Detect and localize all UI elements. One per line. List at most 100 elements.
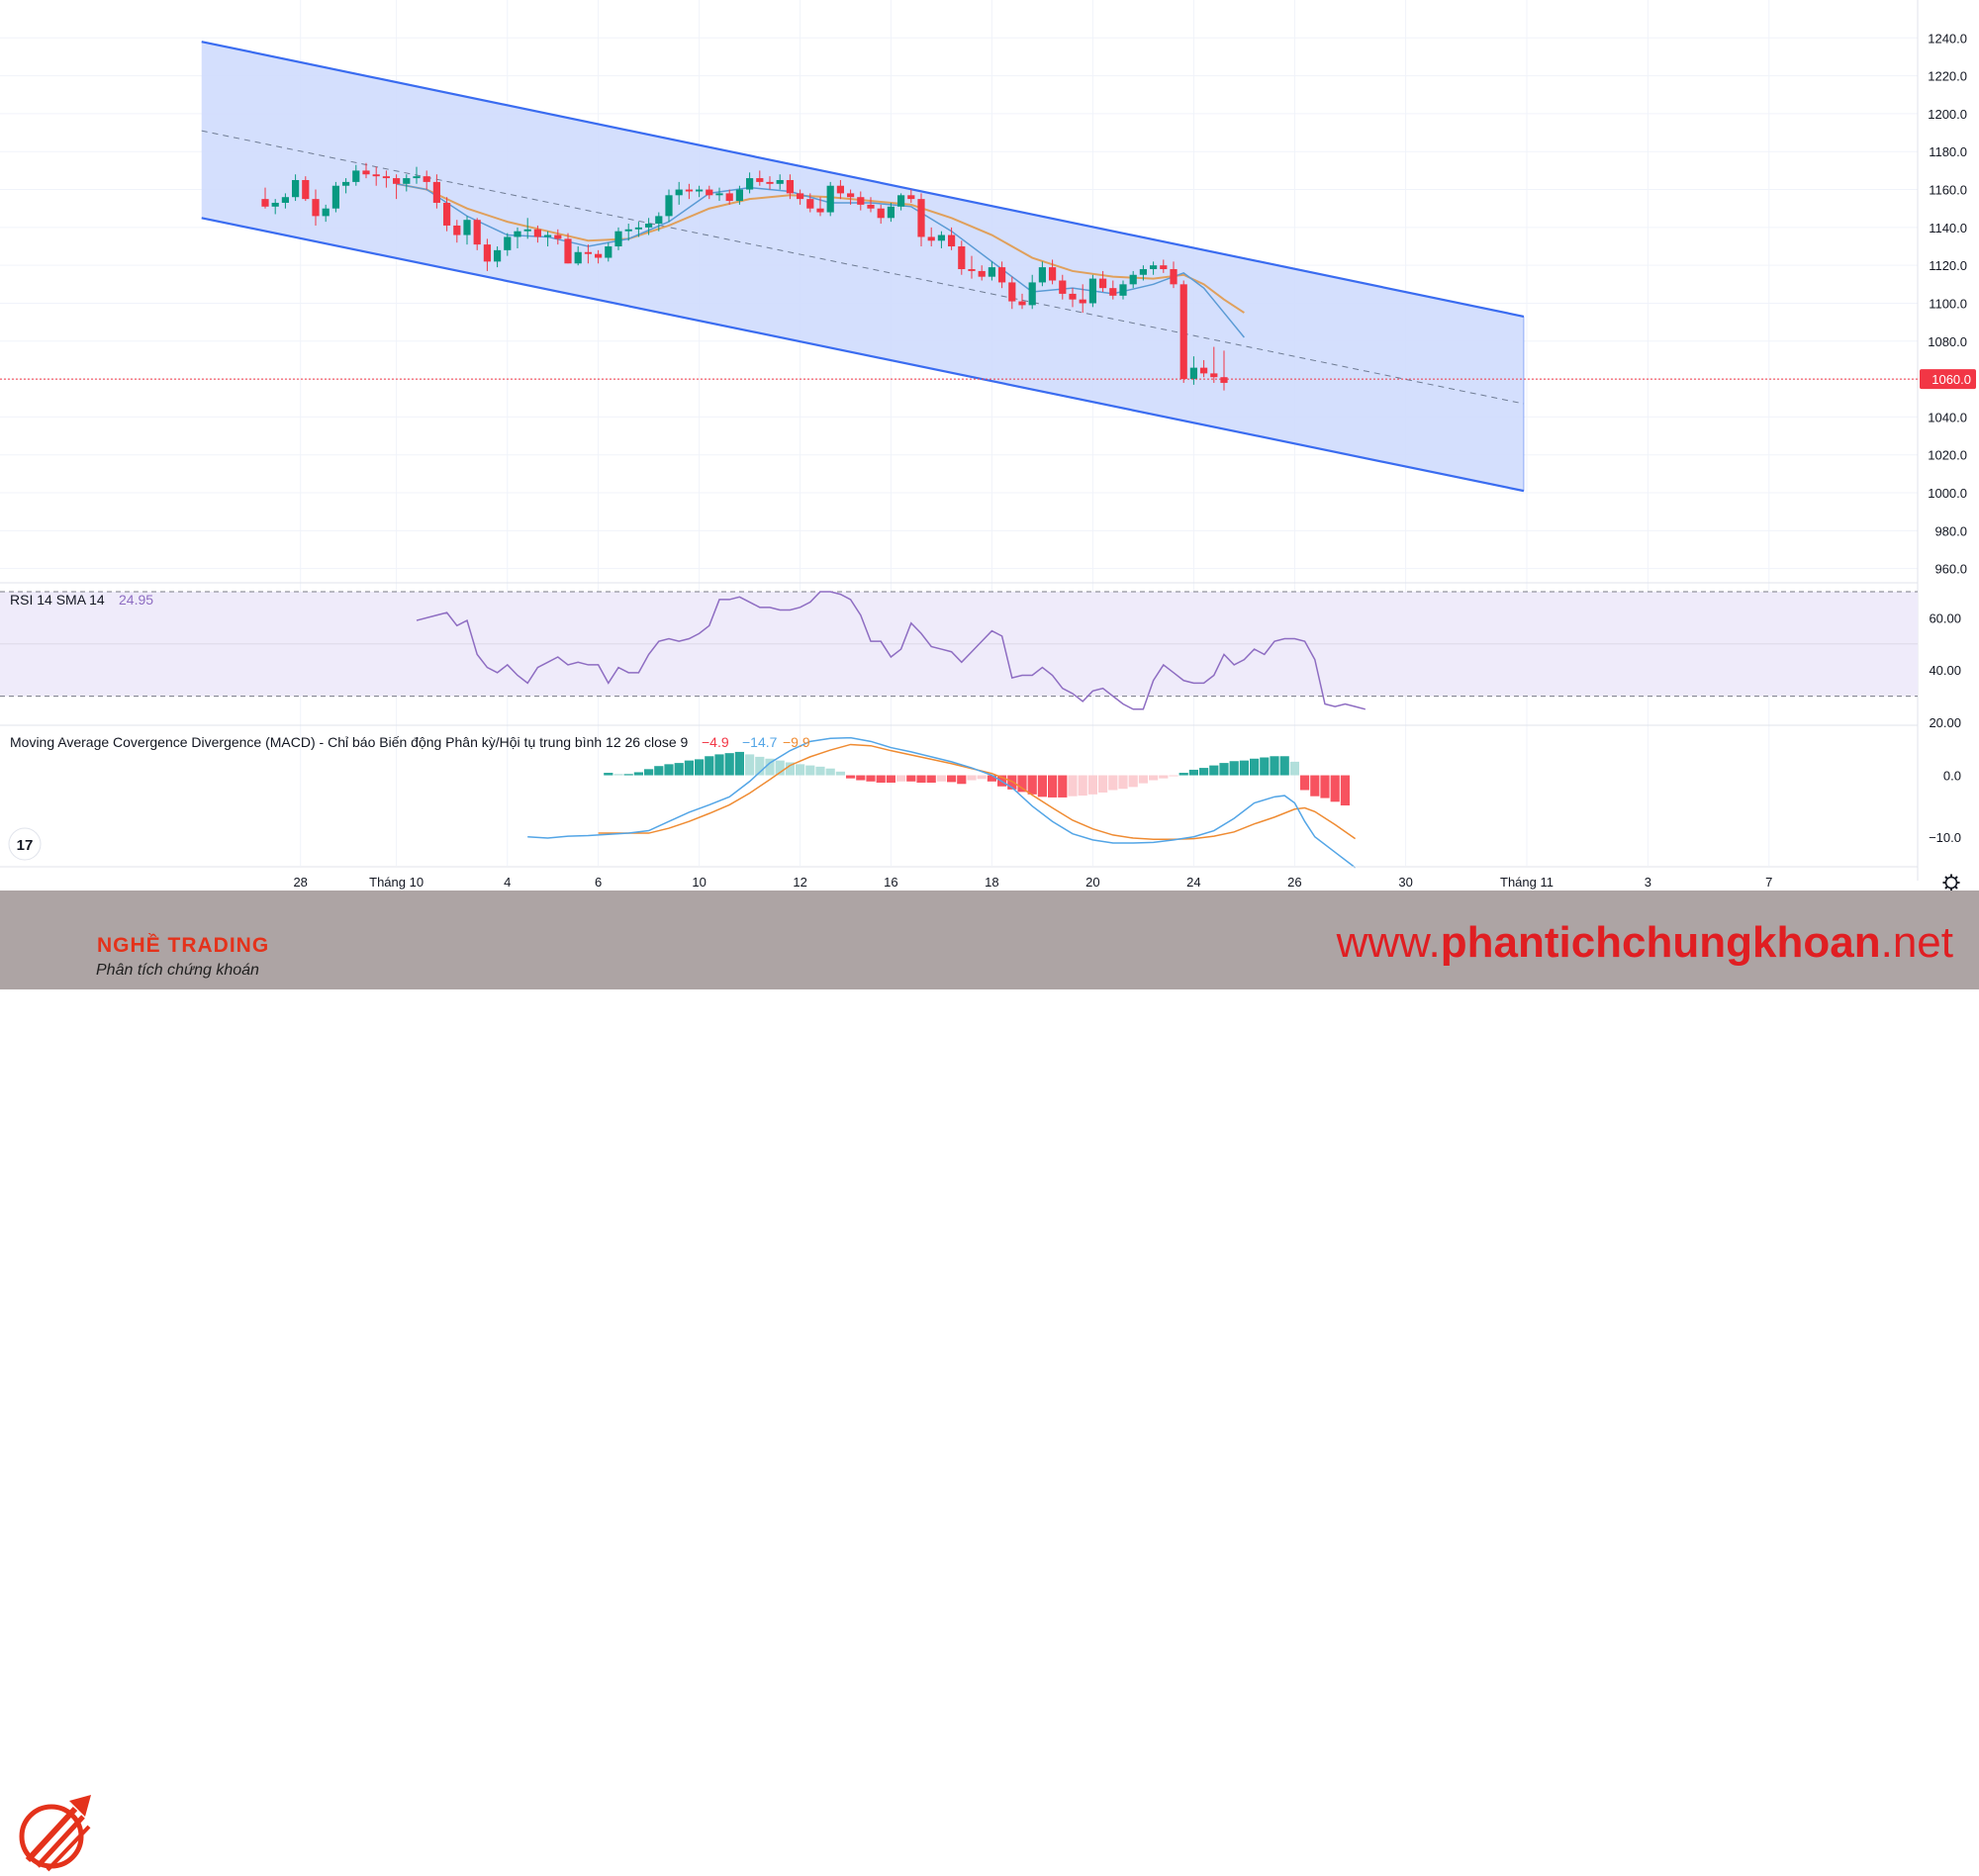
candle[interactable] xyxy=(958,240,966,275)
candle[interactable] xyxy=(331,181,339,213)
candle[interactable] xyxy=(735,185,743,205)
candle[interactable] xyxy=(1018,293,1026,310)
candle[interactable] xyxy=(1160,259,1168,273)
price-axis[interactable]: 1240.0 1220.0 1200.0 1180.0 1160.0 1140.0 1120… xyxy=(1917,0,1976,881)
candle[interactable] xyxy=(393,174,401,200)
macd-pane[interactable]: 0.0 −10.0 Moving Average Covergence Diverg… xyxy=(8,734,1961,869)
channel-upper-line[interactable] xyxy=(201,41,1525,318)
candle[interactable] xyxy=(292,174,300,202)
candle[interactable] xyxy=(797,189,804,205)
candle[interactable] xyxy=(382,170,390,188)
candle[interactable] xyxy=(1099,270,1107,292)
candle[interactable] xyxy=(1139,265,1147,281)
candle[interactable] xyxy=(665,189,673,223)
candle[interactable] xyxy=(867,197,875,213)
candle[interactable] xyxy=(725,189,733,205)
rsi-title[interactable]: RSI 14 SMA 14 xyxy=(10,592,105,608)
website-url[interactable]: www.phantichchungkhoan.net xyxy=(1337,918,1953,968)
candle[interactable] xyxy=(645,218,653,235)
candle[interactable] xyxy=(998,261,1006,289)
candle[interactable] xyxy=(948,227,956,250)
chart-canvas[interactable]: 1240.01220.01200.01180.01160.01140.01120… xyxy=(0,0,1979,989)
candle[interactable] xyxy=(1150,261,1158,275)
candle[interactable] xyxy=(533,225,541,243)
candle[interactable] xyxy=(756,170,764,186)
candle[interactable] xyxy=(1119,280,1127,300)
candle[interactable] xyxy=(776,174,784,190)
candle[interactable] xyxy=(1008,276,1016,310)
candle[interactable] xyxy=(836,179,844,200)
candle[interactable] xyxy=(453,220,461,243)
rsi-pane[interactable]: 60.00 40.00 20.00 RSI 14 SMA 14 24.95 xyxy=(0,591,1961,730)
candle[interactable] xyxy=(968,255,976,279)
candle[interactable] xyxy=(432,174,440,209)
candle[interactable] xyxy=(342,178,350,194)
candle[interactable] xyxy=(1069,288,1077,308)
candle[interactable] xyxy=(917,193,925,247)
candle[interactable] xyxy=(312,189,320,226)
candle[interactable] xyxy=(605,242,613,262)
candle[interactable] xyxy=(897,193,905,211)
candle[interactable] xyxy=(1049,259,1057,285)
candle[interactable] xyxy=(1088,274,1096,308)
candle[interactable] xyxy=(403,174,411,192)
channel-lower-line[interactable] xyxy=(201,217,1525,493)
candle[interactable] xyxy=(473,218,481,250)
candle[interactable] xyxy=(413,166,421,184)
candle[interactable] xyxy=(937,231,945,248)
candle[interactable] xyxy=(584,244,592,264)
candle[interactable] xyxy=(1220,350,1228,391)
candle[interactable] xyxy=(544,231,552,247)
candle[interactable] xyxy=(1028,274,1036,310)
macd-title[interactable]: Moving Average Covergence Divergence (MA… xyxy=(10,734,689,750)
candle[interactable] xyxy=(362,162,370,179)
candle[interactable] xyxy=(595,249,603,264)
candle[interactable] xyxy=(715,187,723,202)
candle[interactable] xyxy=(877,204,885,225)
candle[interactable] xyxy=(1210,346,1218,383)
candle[interactable] xyxy=(281,193,289,209)
candle[interactable] xyxy=(655,212,663,232)
candle[interactable] xyxy=(554,229,562,245)
candle[interactable] xyxy=(574,246,582,266)
candle[interactable] xyxy=(564,233,572,264)
candle[interactable] xyxy=(1079,284,1086,314)
settings-gear-icon[interactable] xyxy=(1942,874,1960,891)
candle[interactable] xyxy=(887,202,895,223)
candle[interactable] xyxy=(504,233,512,256)
candle[interactable] xyxy=(696,185,704,198)
time-axis[interactable]: 28 Tháng 10 4 6 10 12 16 18 20 24 26 30 Tháng 11 3 7 xyxy=(0,866,1960,891)
candle[interactable] xyxy=(907,189,915,203)
candle[interactable] xyxy=(847,189,855,205)
candle[interactable] xyxy=(614,227,622,250)
candle[interactable] xyxy=(988,261,995,281)
candle[interactable] xyxy=(1189,356,1197,385)
candle[interactable] xyxy=(1038,261,1046,287)
candlestick-series[interactable] xyxy=(261,162,1228,391)
candle[interactable] xyxy=(302,176,310,202)
last-price-badge[interactable] xyxy=(1920,369,1976,390)
candle[interactable] xyxy=(443,197,451,232)
candle[interactable] xyxy=(685,183,693,200)
candle[interactable] xyxy=(1129,270,1137,289)
candle[interactable] xyxy=(624,224,632,241)
candle[interactable] xyxy=(1170,261,1178,289)
candle[interactable] xyxy=(372,166,380,186)
candle[interactable] xyxy=(816,197,824,217)
candle[interactable] xyxy=(675,181,683,205)
candle[interactable] xyxy=(927,227,935,247)
candle[interactable] xyxy=(634,222,642,237)
candle[interactable] xyxy=(766,176,774,190)
candle[interactable] xyxy=(706,185,713,200)
candle[interactable] xyxy=(523,218,531,239)
candle[interactable] xyxy=(261,187,269,209)
candle[interactable] xyxy=(271,199,279,215)
candle[interactable] xyxy=(826,181,834,217)
candle[interactable] xyxy=(1200,359,1208,378)
candle[interactable] xyxy=(483,238,491,271)
candle[interactable] xyxy=(806,193,814,213)
candle[interactable] xyxy=(857,191,865,211)
candle[interactable] xyxy=(1059,274,1067,300)
candle[interactable] xyxy=(786,174,794,200)
candle[interactable] xyxy=(514,227,521,248)
